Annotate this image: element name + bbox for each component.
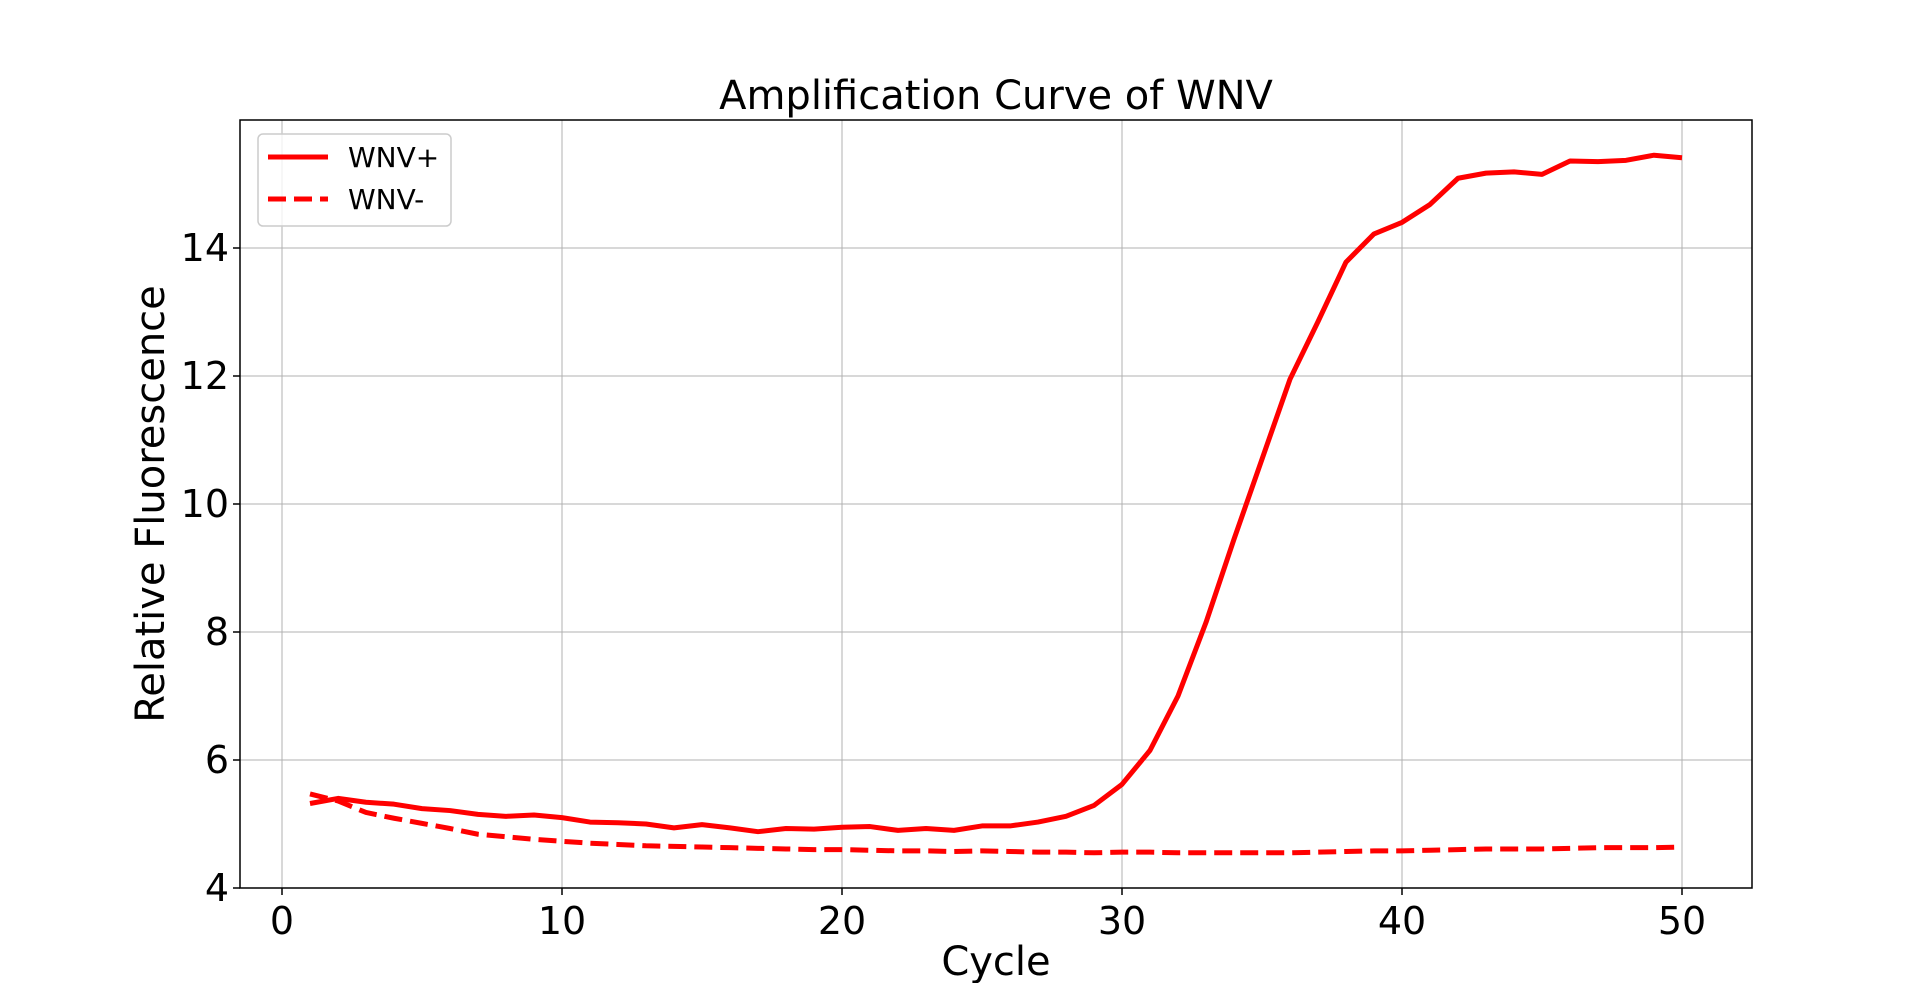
x-tick-label: 20: [818, 899, 866, 943]
y-tick-label: 12: [181, 354, 229, 398]
x-tick-label: 30: [1098, 899, 1146, 943]
y-tick-label: 4: [205, 866, 229, 910]
grid: [240, 120, 1752, 889]
x-axis-label: Cycle: [941, 939, 1050, 983]
y-tick-label: 8: [205, 610, 229, 654]
x-tick-label: 50: [1658, 899, 1706, 943]
y-axis-label: Relative Fluorescence: [128, 285, 174, 723]
legend: WNV+ WNV-: [257, 133, 452, 227]
axis-ticks: 0 10 20 30 40 50 4 6 8 10 12 14: [181, 226, 1707, 943]
chart-title: Amplification Curve of WNV: [719, 73, 1273, 119]
y-tick-label: 10: [181, 482, 229, 526]
legend-label-wnv-negative: WNV-: [348, 183, 424, 216]
series-lines: [309, 152, 1683, 856]
series-line-wnv-positive: [309, 152, 1683, 835]
x-tick-label: 10: [538, 899, 586, 943]
series-line-wnv-negative: [309, 791, 1683, 856]
x-tick-label: 0: [270, 899, 294, 943]
legend-label-wnv-positive: WNV+: [348, 141, 439, 174]
y-tick-label: 14: [181, 226, 229, 270]
x-tick-label: 40: [1378, 899, 1426, 943]
y-tick-label: 6: [205, 738, 229, 782]
